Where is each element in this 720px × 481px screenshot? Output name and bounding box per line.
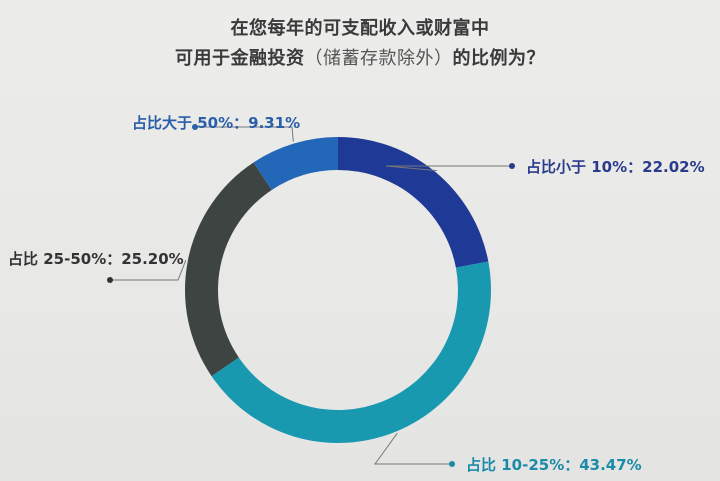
leader-line-4: [195, 126, 294, 142]
leader-dot-3: [107, 277, 113, 283]
donut-slice-4: [253, 137, 338, 190]
donut-slice-3: [185, 162, 272, 377]
chart-title-line1: 在您每年的可支配收入或财富中: [230, 18, 490, 39]
data-label-4: 占比大于 50%：9.31%: [132, 114, 300, 132]
donut-slice-1: [338, 137, 489, 268]
leader-dot-1: [509, 163, 515, 169]
leader-dot-2: [449, 461, 455, 467]
donut-slice-2: [211, 261, 491, 444]
leader-line-3: [110, 259, 187, 281]
chart-title-line2: 可用于金融投资（储蓄存款除外）的比例为？: [0, 44, 720, 70]
chart-title-line2-end: 的比例为？: [452, 48, 545, 69]
leader-line-2: [374, 432, 452, 465]
chart-title-line2-paren: （储蓄存款除外）: [304, 48, 453, 69]
data-label-1: 占比小于 10%：22.02%: [526, 158, 705, 176]
leader-line-1: [385, 165, 512, 172]
chart-title-line2-main: 可用于金融投资: [175, 48, 305, 69]
leader-dot-4: [192, 124, 198, 130]
data-label-3: 占比 25-50%：25.20%: [8, 250, 184, 268]
data-label-2: 占比 10-25%：43.47%: [466, 456, 642, 474]
